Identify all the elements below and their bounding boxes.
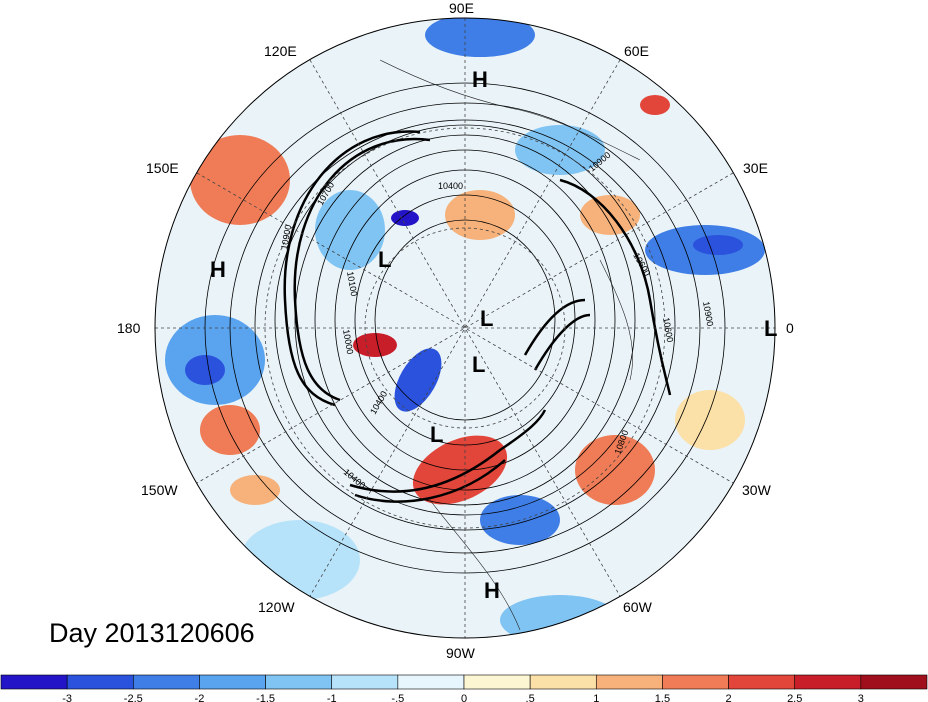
colorbar-swatch [199, 674, 266, 690]
longitude-labels: 90E 60E 30E 0 30W 60W 90W 120W 150W 180 … [117, 0, 794, 661]
colorbar-tick-label: -.5 [391, 693, 404, 702]
lon-label-0: 0 [786, 320, 794, 336]
high-center: H [484, 578, 500, 603]
high-center: H [472, 67, 488, 92]
colorbar-swatch [331, 674, 399, 690]
contour-label: 10900 [279, 224, 293, 250]
colorbar-tick-label: -1 [327, 693, 337, 702]
colorbar-swatch [66, 674, 134, 690]
lon-label-150e: 150E [146, 160, 179, 176]
colorbar-tick-label: -1.5 [256, 693, 275, 702]
contour-label: 10000 [341, 329, 355, 355]
colorbar-swatch [860, 674, 928, 690]
low-center: L [378, 247, 391, 272]
anomaly-field [155, 18, 775, 638]
colorbar-tick-label: 2.5 [787, 693, 802, 702]
colorbar-swatch [794, 674, 862, 690]
contour-label: 10100 [345, 271, 359, 297]
colorbar-tick-label: -2 [195, 693, 205, 702]
lon-label-150w: 150W [141, 482, 178, 498]
lon-label-120e: 120E [264, 43, 297, 59]
contour-label: 10400 [438, 181, 463, 191]
lon-label-90e: 90E [449, 0, 474, 16]
colorbar-tick-label: 0 [461, 693, 467, 702]
colorbar-tick-label: 2 [726, 693, 732, 702]
colorbar-swatch [0, 674, 68, 690]
low-center: L [472, 352, 485, 377]
colorbar-swatch [728, 674, 796, 690]
lon-label-60w: 60W [623, 599, 653, 615]
colorbar-swatch [265, 674, 333, 690]
colorbar-swatch [463, 674, 531, 690]
colorbar-swatch [662, 674, 729, 690]
map-boundary [154, 17, 776, 639]
pressure-centers: H H L L L L H L [210, 67, 777, 603]
graticule [155, 18, 775, 638]
lon-label-30w: 30W [742, 482, 772, 498]
lon-label-60e: 60E [624, 43, 649, 59]
coastlines [379, 59, 641, 631]
high-center: H [210, 257, 226, 282]
colorbar-tick-label: -2.5 [124, 693, 143, 702]
low-center: L [430, 422, 443, 447]
colorbar-tick-label: 3 [858, 693, 864, 702]
map-title: Day 2013120606 [49, 618, 255, 648]
lon-label-120w: 120W [258, 599, 295, 615]
colorbar-swatch [397, 674, 465, 690]
lon-label-30e: 30E [743, 160, 768, 176]
jet-streams [283, 130, 672, 503]
colorbar: -3 -2.5 -2 -1.5 -1 -.5 0 .5 1 1.5 2 2.5 3 [0, 674, 928, 702]
lon-label-180: 180 [117, 320, 141, 336]
colorbar-tick-label: -3 [62, 693, 72, 702]
contour-label: 10600 [661, 317, 675, 343]
colorbar-swatch [595, 674, 663, 690]
colorbar-swatch [132, 674, 200, 690]
colorbar-tick-label: 1.5 [655, 693, 670, 702]
colorbar-tick-label: 1 [593, 693, 599, 702]
low-center: L [480, 306, 493, 331]
colorbar-tick-label: .5 [526, 693, 535, 702]
low-center: L [764, 316, 777, 341]
contour-label: 10900 [701, 301, 715, 327]
colorbar-swatch [529, 674, 597, 690]
lon-label-90w: 90W [446, 645, 476, 661]
